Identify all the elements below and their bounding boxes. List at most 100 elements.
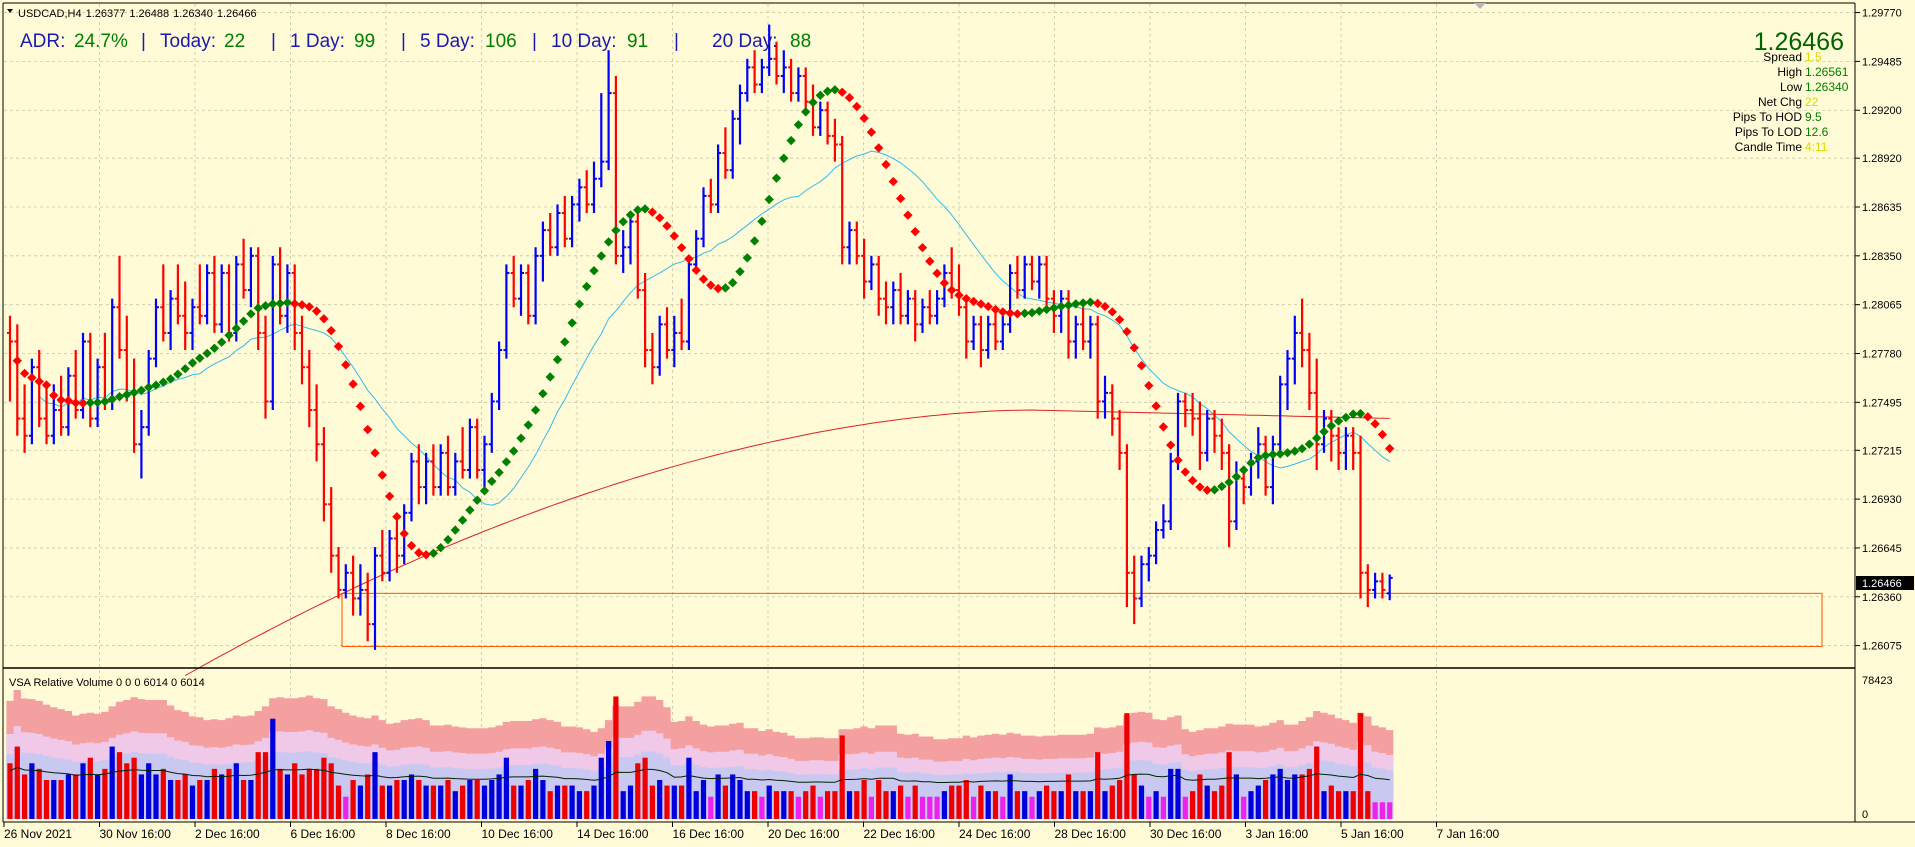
trend-dot-down (1180, 467, 1190, 477)
trend-dot-up (801, 107, 811, 117)
ohlc-bar (1277, 375, 1284, 453)
ohlc-bar (474, 418, 481, 479)
volume-axis-top: 78423 (1862, 675, 1893, 687)
time-axis: 26 Nov 2021 30 Nov 16:00 2 Dec 16:00 6 Dec … (3, 822, 1500, 841)
trend-dot-up (472, 495, 482, 505)
ohlc-bar (649, 332, 656, 385)
ohlc-bar (445, 435, 451, 496)
volume-bar (168, 780, 174, 819)
volume-bar (642, 757, 648, 819)
ohlc-bar (707, 178, 714, 214)
time-label: 5 Jan 16:00 (1341, 827, 1404, 841)
volume-bar (518, 785, 524, 819)
trend-dot-up (1027, 308, 1037, 318)
ohlc-bar (868, 255, 875, 291)
trend-dot-up (487, 476, 497, 486)
trend-dot-down (1122, 326, 1132, 337)
trend-dot-up (122, 390, 132, 400)
ohlc-bar (277, 247, 284, 325)
ohlc-bar (459, 427, 466, 479)
bars-layer (7, 24, 1393, 650)
trend-dot-down (698, 274, 709, 284)
ohlc-bar (204, 264, 211, 325)
volume-bar (971, 796, 977, 819)
ohlc-bar (58, 375, 65, 436)
ohlc-bar (532, 247, 539, 325)
ohlc-bar (87, 332, 94, 428)
ohlc-bar (1021, 255, 1028, 299)
volume-bar (868, 796, 874, 819)
volume-bar (1277, 768, 1283, 819)
ohlc-bar (379, 529, 386, 582)
volume-bar (1124, 713, 1130, 819)
volume-bar (65, 774, 71, 819)
trend-dot-down (421, 550, 431, 560)
ohlc-bar (1036, 255, 1043, 299)
trend-dot-down (706, 280, 716, 290)
trend-dot-up (129, 387, 139, 398)
day20-label: 20 Day: (712, 31, 777, 52)
ohlc-bar (1218, 418, 1225, 470)
ohlc-bar (196, 264, 203, 325)
info-row-label: High (1777, 65, 1802, 79)
ohlc-bar (430, 444, 437, 496)
trend-dot-up (282, 297, 293, 308)
ohlc-bar (1043, 255, 1050, 308)
trend-dot-up (1231, 471, 1242, 482)
adr-separator-3: | (401, 31, 406, 52)
trend-dot-down (874, 143, 884, 153)
volume-bar (657, 780, 663, 819)
vsa-legend: VSA Relative Volume 0 0 0 6014 0 6014 (9, 677, 205, 689)
trend-dot-up (640, 204, 650, 214)
trend-dot-up (596, 251, 606, 261)
ohlc-bar (423, 452, 430, 505)
volume-bar (591, 785, 597, 819)
volume-bar (1372, 802, 1378, 819)
volume-bar (233, 763, 239, 819)
trend-dot-up (268, 299, 278, 309)
volume-bar (1357, 713, 1364, 819)
trend-dot-up (815, 90, 825, 101)
symbol-dropdown-icon[interactable] (7, 9, 13, 13)
trend-dot-down (1377, 429, 1388, 440)
volume-bar (95, 774, 101, 819)
volume-bar (314, 768, 320, 819)
volume-bar (131, 757, 137, 819)
ohlc-bar (605, 50, 612, 171)
trend-dot-up (582, 281, 592, 292)
adr-label: ADR: (20, 31, 65, 52)
ohlc-bar (817, 101, 824, 136)
ohlc-bar (299, 315, 305, 385)
ma-fast-line (38, 150, 1390, 506)
volume-bar (635, 763, 641, 819)
volume-bar (752, 791, 758, 819)
ohlc-bar (386, 529, 393, 582)
volume-bar (365, 774, 371, 819)
volume-bar (496, 774, 502, 819)
trend-dot-up (1078, 298, 1088, 308)
ohlc-bar (481, 435, 488, 488)
current-price-label: 1.26466 (1862, 578, 1902, 590)
trend-dot-down (341, 360, 351, 370)
ma-layer (38, 150, 1390, 677)
price-tick-label: 1.29200 (1862, 105, 1902, 117)
ohlc-bar (408, 452, 415, 522)
ohlc-bar (350, 555, 357, 616)
trend-dot-up (1341, 412, 1351, 423)
trend-dot-down (326, 326, 336, 336)
volume-bar (277, 768, 283, 819)
volume-bar (211, 768, 217, 819)
ohlc-bar (1138, 555, 1145, 608)
chart-shift-marker[interactable] (1474, 3, 1486, 9)
time-label: 6 Dec 16:00 (291, 827, 356, 841)
day5-value: 106 (485, 31, 517, 52)
volume-bar (467, 780, 473, 819)
trend-dot-up (633, 205, 643, 215)
volume-bar (511, 785, 517, 819)
volume-bar (1058, 791, 1064, 819)
volume-bar (1146, 796, 1152, 819)
volume-bar (503, 757, 509, 819)
volume-bar (1080, 791, 1086, 819)
trend-dot-down (852, 101, 862, 112)
